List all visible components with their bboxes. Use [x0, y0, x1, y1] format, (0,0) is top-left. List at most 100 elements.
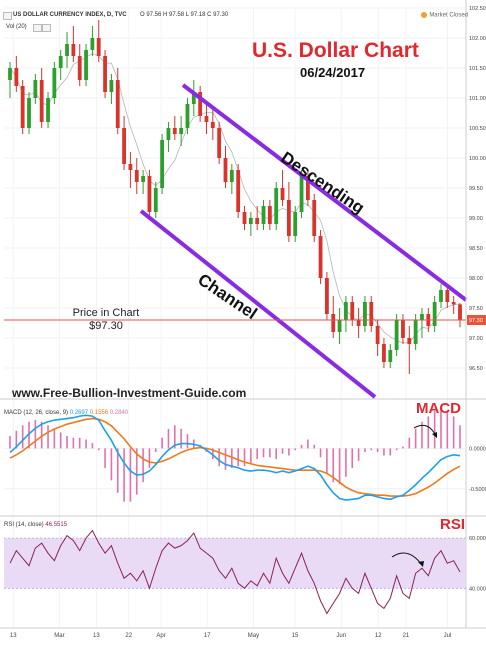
market-status-icon — [421, 12, 428, 18]
candle-body — [274, 188, 279, 224]
candle-body — [388, 350, 393, 362]
candle-body — [356, 320, 361, 326]
candle-body — [90, 38, 95, 50]
candle-body — [46, 98, 50, 122]
candle-body — [65, 44, 69, 56]
time-tick-label: 22 — [125, 633, 132, 639]
candle-body — [432, 302, 437, 326]
candle-body — [369, 302, 374, 326]
candle-body — [312, 200, 317, 236]
candle-body — [401, 320, 405, 338]
candle-body — [223, 158, 228, 182]
time-axis: 13 Mar 13 22 Apr 17 May 15 Jun 12 21 Jul — [0, 627, 486, 639]
time-tick-label: 15 — [292, 633, 299, 639]
candle-body — [261, 206, 266, 224]
candle-body — [451, 302, 456, 305]
channel-lower-line — [139, 209, 377, 399]
last-price-tag-label: 97.30 — [469, 318, 483, 324]
candle-body — [96, 38, 101, 56]
candle-body — [103, 56, 107, 92]
chart-title: U.S. Dollar Chart — [252, 39, 419, 62]
candle-body — [305, 176, 310, 200]
candle-body — [248, 218, 253, 224]
volume-settings-button[interactable] — [33, 24, 42, 32]
rsi-band — [4, 538, 466, 589]
price-tick-label: 100.00 — [469, 156, 486, 162]
histogram-value: 0.2840 — [109, 410, 129, 416]
price-note-value: $97.30 — [89, 320, 123, 332]
candle-body — [39, 80, 44, 122]
candle-body — [236, 170, 241, 212]
volume-label: Vol (20) — [6, 24, 27, 30]
price-tick-label: 98.00 — [469, 276, 483, 282]
candle-body — [20, 86, 25, 128]
signal-line — [9, 417, 461, 497]
channel-upper-line — [181, 83, 468, 302]
candle-body — [58, 56, 63, 68]
candle-body — [128, 164, 133, 170]
candle-body — [27, 98, 31, 128]
candle-body — [394, 320, 399, 350]
candle-body — [8, 68, 12, 80]
candle-body — [375, 326, 380, 344]
website-watermark: www.Free-Bullion-Investment-Guide.com — [12, 386, 247, 400]
market-status-label: Market Closed — [429, 12, 468, 19]
price-tick-label: 101.50 — [469, 66, 486, 72]
candle-body — [115, 80, 120, 128]
candle-body — [325, 278, 329, 314]
price-tick-label: 102.50 — [469, 6, 486, 12]
candle-body — [420, 314, 424, 320]
candle-body — [191, 92, 196, 104]
time-tick-label: 12 — [375, 633, 382, 639]
chart-date: 06/24/2017 — [300, 65, 366, 80]
candle-body — [458, 304, 462, 320]
collapse-button[interactable] — [3, 12, 12, 20]
rsi-value: 46.5515 — [45, 522, 68, 528]
candle-body — [14, 68, 19, 86]
candle-body — [407, 338, 412, 344]
price-tick-label: 100.50 — [469, 126, 486, 132]
candle-body — [147, 176, 152, 212]
rsi-arrowhead — [418, 561, 424, 567]
time-tick-label: 21 — [403, 633, 410, 639]
ohlc-values: O 97.56 H 97.58 L 97.18 C 97.30 — [140, 12, 229, 18]
rsi-header-label: RSI (14, close) — [4, 522, 44, 528]
candle-body — [179, 128, 184, 134]
candle-body — [331, 314, 336, 332]
candle-body — [286, 200, 291, 236]
volume-hide-button[interactable] — [42, 24, 51, 32]
macd-panel-label: MACD — [416, 400, 461, 417]
time-tick-label: Mar — [54, 633, 64, 639]
time-tick-label: Jul — [444, 633, 452, 639]
price-note: Price in Chart $97.30 — [58, 307, 154, 333]
candle-body — [255, 218, 260, 224]
last-price-tag — [467, 315, 486, 325]
candle-body — [52, 68, 57, 98]
candle-body — [210, 122, 215, 128]
price-tick-label: 97.00 — [469, 336, 483, 342]
rsi-header: RSI (14, close) 46.5515 — [4, 522, 67, 528]
symbol-line: US DOLLAR CURRENCY INDEX, D, TVC — [13, 12, 127, 18]
price-axis: 96.50 97.00 97.50 98.00 98.50 99.00 99.50 100.0… — [465, 0, 486, 628]
candle-body — [134, 170, 139, 182]
candle-body — [413, 320, 418, 344]
candle-body — [84, 50, 88, 80]
candle-body — [153, 188, 158, 212]
macd-tick-label: 0.0000 — [469, 446, 486, 452]
macd-header-label: MACD (12, 26, close, 9) — [4, 410, 69, 416]
price-tick-label: 99.00 — [469, 216, 483, 222]
candle-body — [350, 302, 355, 320]
candle-body — [71, 44, 76, 56]
candle-body — [185, 104, 190, 128]
candle-body — [280, 188, 285, 200]
candle-body — [229, 170, 234, 182]
rsi-panel: 60.0000 40.0000 — [0, 515, 486, 615]
candle-body — [160, 140, 165, 188]
rsi-tick-label: 40.0000 — [469, 586, 486, 592]
candle-body — [198, 92, 203, 116]
candle-body — [363, 302, 367, 326]
candle-body — [382, 344, 386, 362]
price-note-label: Price in Chart — [72, 307, 140, 319]
candle-body — [242, 212, 247, 224]
